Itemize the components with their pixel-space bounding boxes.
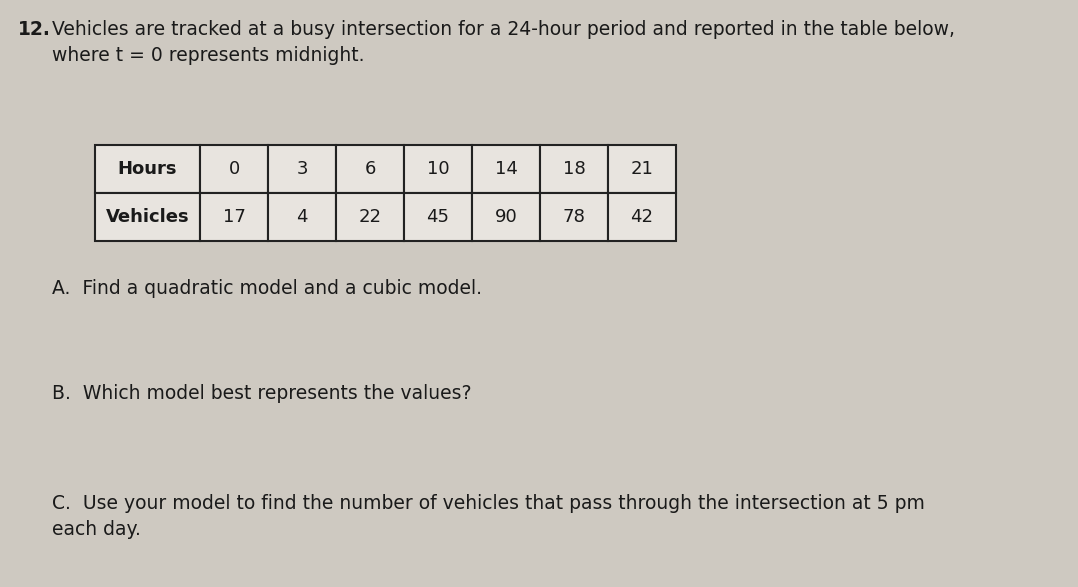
Bar [540, 145, 608, 193]
Text: where t = 0 represents midnight.: where t = 0 represents midnight. [52, 46, 364, 65]
Text: 90: 90 [495, 208, 517, 226]
Text: 21: 21 [631, 160, 653, 178]
Bar [95, 193, 201, 241]
Text: 17: 17 [222, 208, 246, 226]
Text: 0: 0 [229, 160, 239, 178]
Text: 45: 45 [427, 208, 450, 226]
Text: 78: 78 [563, 208, 585, 226]
Text: Vehicles: Vehicles [106, 208, 190, 226]
Text: 14: 14 [495, 160, 517, 178]
Text: 22: 22 [359, 208, 382, 226]
Bar [268, 145, 336, 193]
Bar [472, 193, 540, 241]
Bar [404, 145, 472, 193]
Bar [540, 193, 608, 241]
Bar [201, 145, 268, 193]
Bar [608, 193, 676, 241]
Bar [201, 193, 268, 241]
Bar [336, 145, 404, 193]
Text: 3: 3 [296, 160, 307, 178]
Text: each day.: each day. [52, 520, 141, 539]
Text: 10: 10 [427, 160, 450, 178]
Bar [472, 145, 540, 193]
Text: A.  Find a quadratic model and a cubic model.: A. Find a quadratic model and a cubic mo… [52, 279, 482, 298]
Text: 4: 4 [296, 208, 307, 226]
Bar [268, 193, 336, 241]
Text: Vehicles are tracked at a busy intersection for a 24-hour period and reported in: Vehicles are tracked at a busy intersect… [52, 20, 955, 39]
Text: Hours: Hours [118, 160, 177, 178]
Text: B.  Which model best represents the values?: B. Which model best represents the value… [52, 384, 471, 403]
Text: 6: 6 [364, 160, 376, 178]
Text: 42: 42 [631, 208, 653, 226]
Bar [404, 193, 472, 241]
Bar [608, 145, 676, 193]
Bar [336, 193, 404, 241]
Text: 12.: 12. [18, 20, 51, 39]
Bar [95, 145, 201, 193]
Text: 18: 18 [563, 160, 585, 178]
Text: C.  Use your model to find the number of vehicles that pass through the intersec: C. Use your model to find the number of … [52, 494, 925, 513]
